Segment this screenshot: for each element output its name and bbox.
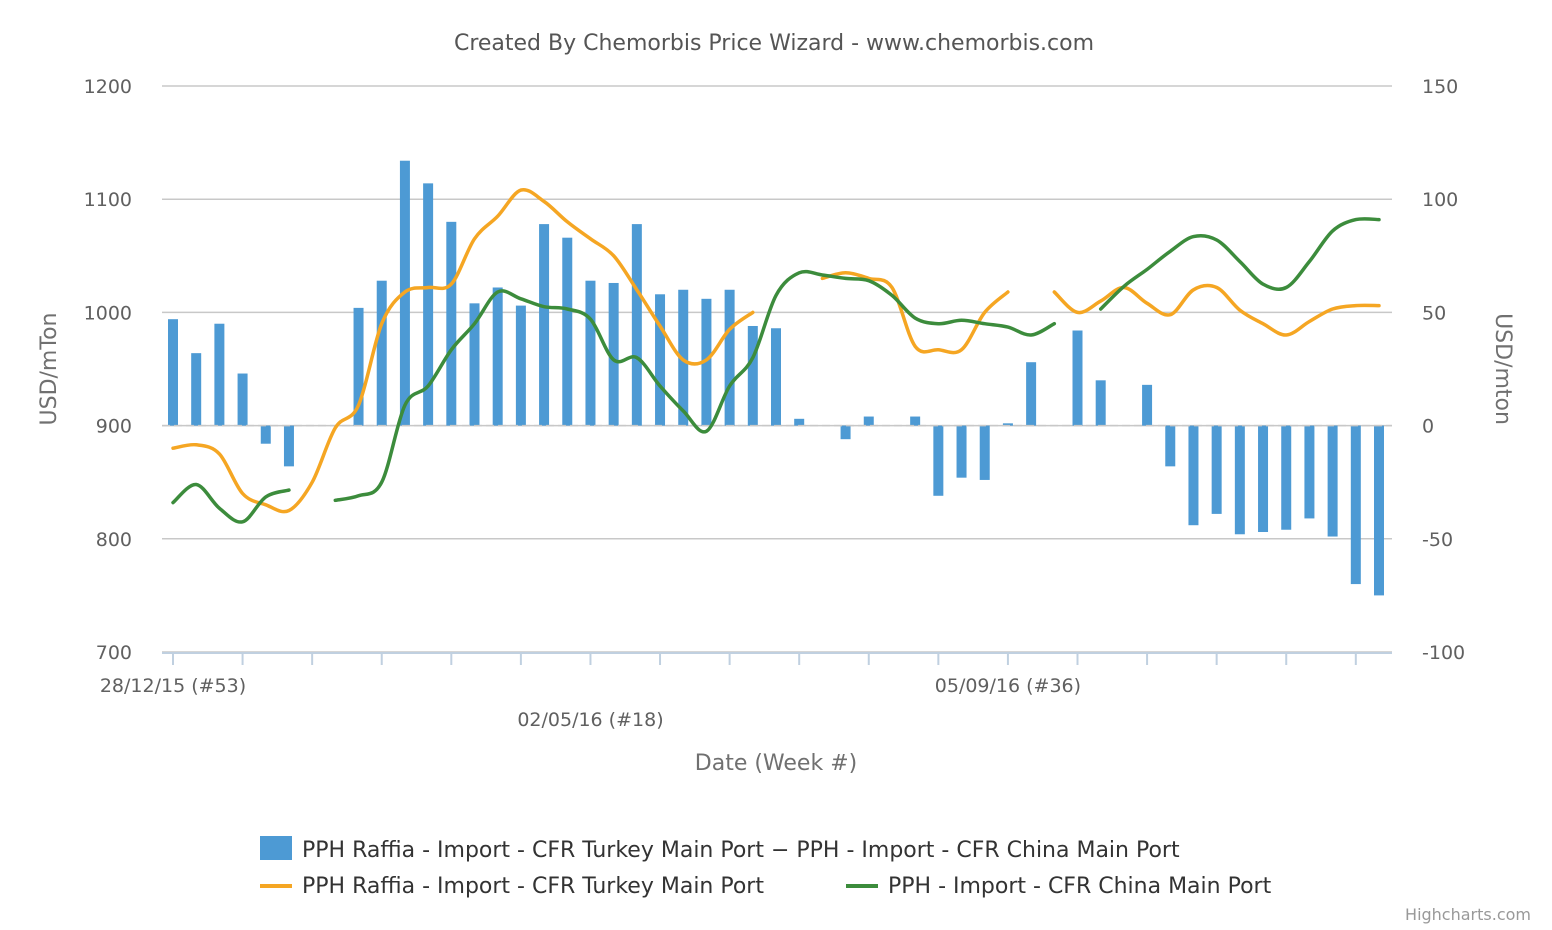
bar	[840, 425, 851, 440]
legend-item-spread[interactable]: PPH Raffia - Import - CFR Turkey Main Po…	[260, 836, 1180, 863]
bar	[956, 425, 967, 478]
bar	[724, 289, 735, 426]
chart-title: Created By Chemorbis Price Wizard - www.…	[454, 31, 1094, 56]
bar	[933, 425, 944, 496]
legend-label-china: PPH - Import - CFR China Main Port	[888, 874, 1272, 899]
line-series	[171, 187, 1381, 524]
legend-swatch-turkey	[260, 884, 292, 888]
axes: 28/12/15 (#53) 02/05/16 (#18) 05/09/16 (#3…	[84, 76, 1465, 731]
bar	[492, 287, 503, 426]
bar	[979, 425, 990, 480]
bar	[353, 307, 364, 426]
legend-label-turkey: PPH Raffia - Import - CFR Turkey Main Po…	[302, 874, 764, 899]
x-tick-label: 05/09/16 (#36)	[935, 675, 1081, 697]
y-axis-right-title: USD/mton	[1490, 313, 1515, 425]
y-tick-label-left: 800	[96, 529, 132, 551]
bar	[655, 294, 666, 426]
bar	[1304, 425, 1315, 519]
line-china	[171, 482, 291, 524]
y-tick-label-right: 150	[1422, 76, 1458, 98]
y-tick-label-right: 50	[1422, 302, 1446, 324]
legend-item-turkey[interactable]: PPH Raffia - Import - CFR Turkey Main Po…	[260, 874, 764, 899]
x-tick-label: 28/12/15 (#53)	[100, 675, 246, 697]
bar	[1165, 425, 1176, 467]
bar-series	[162, 160, 1392, 596]
y-axis-left-title: USD/mTon	[37, 313, 62, 426]
bar	[562, 237, 573, 426]
bar	[1072, 330, 1083, 426]
line-turkey	[171, 187, 755, 514]
bar	[283, 425, 294, 467]
legend: PPH Raffia - Import - CFR Turkey Main Po…	[260, 836, 1272, 899]
y-tick-label-left: 1100	[84, 189, 132, 211]
line-china	[1098, 217, 1381, 311]
y-tick-label-left: 1000	[84, 302, 132, 324]
bar	[747, 325, 758, 426]
x-axis-title: Date (Week #)	[695, 751, 857, 776]
bar	[631, 224, 642, 426]
y-tick-label-right: 100	[1422, 189, 1458, 211]
bar	[1026, 362, 1037, 426]
bar	[469, 303, 480, 426]
bar	[260, 425, 271, 444]
bar	[1258, 425, 1269, 533]
bar	[1188, 425, 1199, 526]
x-tick-label: 02/05/16 (#18)	[517, 709, 663, 731]
line-china	[333, 269, 1057, 503]
legend-label-spread: PPH Raffia - Import - CFR Turkey Main Po…	[302, 838, 1180, 863]
bar	[1374, 425, 1384, 596]
y-tick-label-left: 700	[96, 642, 132, 664]
bar	[515, 305, 526, 426]
bar	[910, 416, 921, 426]
bar	[1350, 425, 1361, 585]
bar	[376, 280, 387, 426]
bar	[423, 183, 434, 426]
bar	[608, 282, 619, 426]
bar	[794, 418, 805, 426]
y-tick-label-right: 0	[1422, 416, 1434, 438]
legend-swatch-china	[846, 884, 878, 888]
bar	[863, 416, 874, 426]
bar	[191, 353, 202, 426]
bar	[1211, 425, 1222, 514]
bar	[1142, 384, 1153, 426]
y-tick-label-left: 1200	[84, 76, 132, 98]
bar	[771, 328, 781, 426]
bar	[168, 319, 178, 426]
bar	[1327, 425, 1338, 537]
bar	[446, 221, 457, 426]
bar	[1095, 380, 1106, 426]
bar	[701, 298, 712, 426]
bar	[539, 224, 550, 426]
bar	[214, 323, 225, 426]
bar	[1234, 425, 1245, 535]
bar	[1002, 423, 1013, 426]
y-tick-label-left: 900	[96, 416, 132, 438]
line-turkey	[1052, 283, 1381, 337]
bar	[237, 373, 248, 426]
credit-link[interactable]: Highcharts.com	[1405, 905, 1531, 924]
legend-swatch-bar	[260, 836, 292, 860]
y-tick-label-right: -50	[1422, 529, 1453, 551]
y-tick-label-right: -100	[1422, 642, 1465, 664]
bar	[1281, 425, 1292, 530]
bar	[585, 280, 596, 426]
legend-item-china[interactable]: PPH - Import - CFR China Main Port	[846, 874, 1272, 899]
